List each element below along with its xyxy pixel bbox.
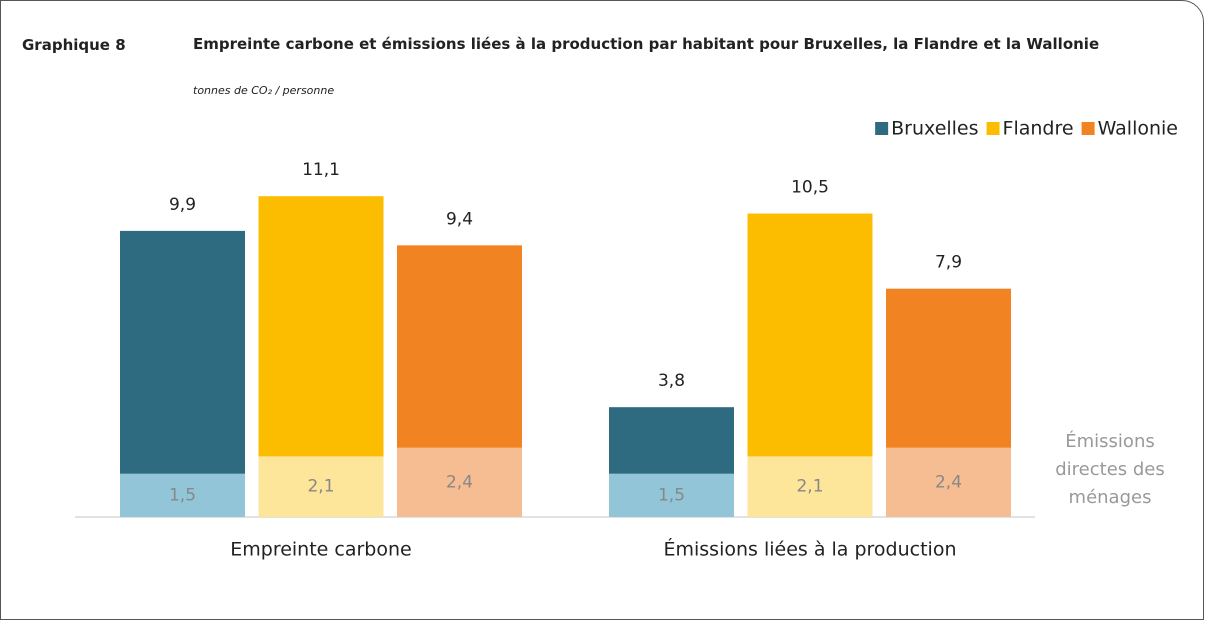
x-tick-label: Émissions liées à la production — [663, 538, 956, 561]
legend-label: Flandre — [1003, 118, 1074, 140]
annotation: ménages — [1069, 487, 1152, 508]
annotation: Émissions — [1065, 430, 1154, 452]
value-label: 11,1 — [302, 160, 340, 180]
direct-bar — [886, 447, 1011, 517]
direct-label: 2,1 — [307, 477, 334, 497]
x-tick-label: Empreinte carbone — [230, 539, 411, 561]
direct-bar — [120, 473, 245, 517]
legend-swatch — [875, 122, 889, 135]
annotation: directes des — [1055, 459, 1165, 480]
legend-label: Wallonie — [1098, 118, 1178, 140]
value-label: 9,9 — [169, 195, 196, 215]
legend-swatch — [986, 122, 1000, 135]
direct-label: 1,5 — [658, 485, 685, 505]
value-label: 9,4 — [446, 209, 473, 229]
direct-bar — [609, 473, 734, 517]
chart-title: Empreinte carbone et émissions liées à l… — [193, 35, 1100, 53]
legend-swatch — [1081, 122, 1095, 135]
value-label: 10,5 — [791, 178, 829, 198]
direct-label: 2,1 — [796, 477, 823, 497]
value-label: 7,9 — [935, 253, 962, 273]
direct-bar — [747, 456, 873, 517]
direct-label: 2,4 — [935, 472, 962, 492]
legend-label: Bruxelles — [891, 118, 978, 140]
direct-bar — [258, 456, 384, 517]
chart-label: Graphique 8 — [22, 36, 126, 54]
direct-label: 1,5 — [169, 485, 196, 505]
direct-label: 2,4 — [446, 472, 473, 492]
bar — [120, 230, 245, 517]
chart-subtitle: tonnes de CO₂ / personne — [193, 84, 335, 97]
chart: Empreinte carbone 9,9 1,5 11,1 2,1 9,4 2,4 Émis… — [75, 118, 1178, 561]
value-label: 3,8 — [658, 371, 685, 391]
direct-bar — [397, 447, 522, 517]
